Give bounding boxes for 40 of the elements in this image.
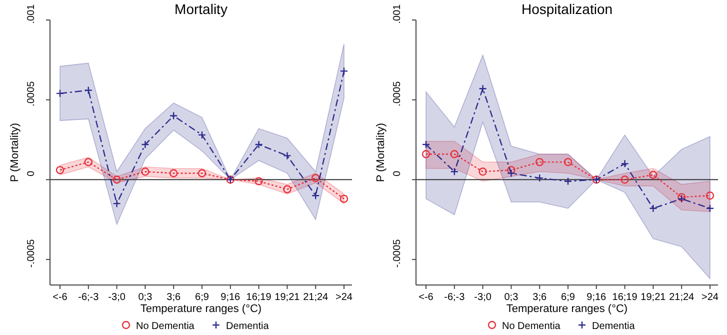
- chart-title: Mortality: [174, 1, 228, 17]
- x-axis-title: Temperature ranges (°C): [506, 303, 628, 315]
- x-tick-label: 19;21: [274, 292, 300, 303]
- x-tick-label: -3;0: [474, 292, 492, 303]
- x-tick-label: 9;16: [220, 292, 241, 303]
- x-tick-label: 21;24: [303, 292, 329, 303]
- y-tick-label: .001: [392, 4, 403, 24]
- x-tick-label: -3;0: [108, 292, 126, 303]
- x-tick-label: 0;3: [504, 292, 519, 303]
- legend-label: Dementia: [226, 321, 270, 332]
- y-tick-label: .0005: [392, 80, 403, 106]
- x-tick-label: 0;3: [138, 292, 153, 303]
- legend-label: No Dementia: [136, 321, 195, 332]
- x-tick-label: >24: [336, 292, 353, 303]
- x-tick-label: >24: [702, 292, 719, 303]
- x-tick-label: -6;-3: [444, 292, 466, 303]
- x-tick-label: 6;9: [195, 292, 210, 303]
- x-tick-label: 19;21: [640, 292, 666, 303]
- y-tick-label: 0: [392, 170, 403, 176]
- y-tick-label: 0: [26, 170, 37, 176]
- y-tick-label: .0005: [26, 80, 37, 106]
- x-tick-label: 16;19: [612, 292, 638, 303]
- x-tick-label: 9;16: [586, 292, 607, 303]
- x-tick-label: <-6: [418, 292, 434, 303]
- y-tick-label: -.0005: [26, 238, 37, 268]
- y-tick-label: .001: [26, 4, 37, 24]
- y-axis-title: P (Mortality): [375, 122, 387, 182]
- x-tick-label: 3;6: [532, 292, 547, 303]
- x-tick-label: <-6: [52, 292, 68, 303]
- x-tick-label: 21;24: [669, 292, 695, 303]
- x-axis-title: Temperature ranges (°C): [140, 303, 262, 315]
- y-tick-label: -.0005: [392, 238, 403, 268]
- legend-label: Dementia: [592, 321, 636, 332]
- x-tick-label: 6;9: [561, 292, 576, 303]
- legend-label: No Dementia: [502, 321, 561, 332]
- x-tick-label: -6;-3: [78, 292, 100, 303]
- y-axis-title: P (Mortality): [9, 122, 21, 182]
- x-tick-label: 3;6: [166, 292, 181, 303]
- chart-title: Hospitalization: [521, 1, 613, 17]
- x-tick-label: 16;19: [246, 292, 272, 303]
